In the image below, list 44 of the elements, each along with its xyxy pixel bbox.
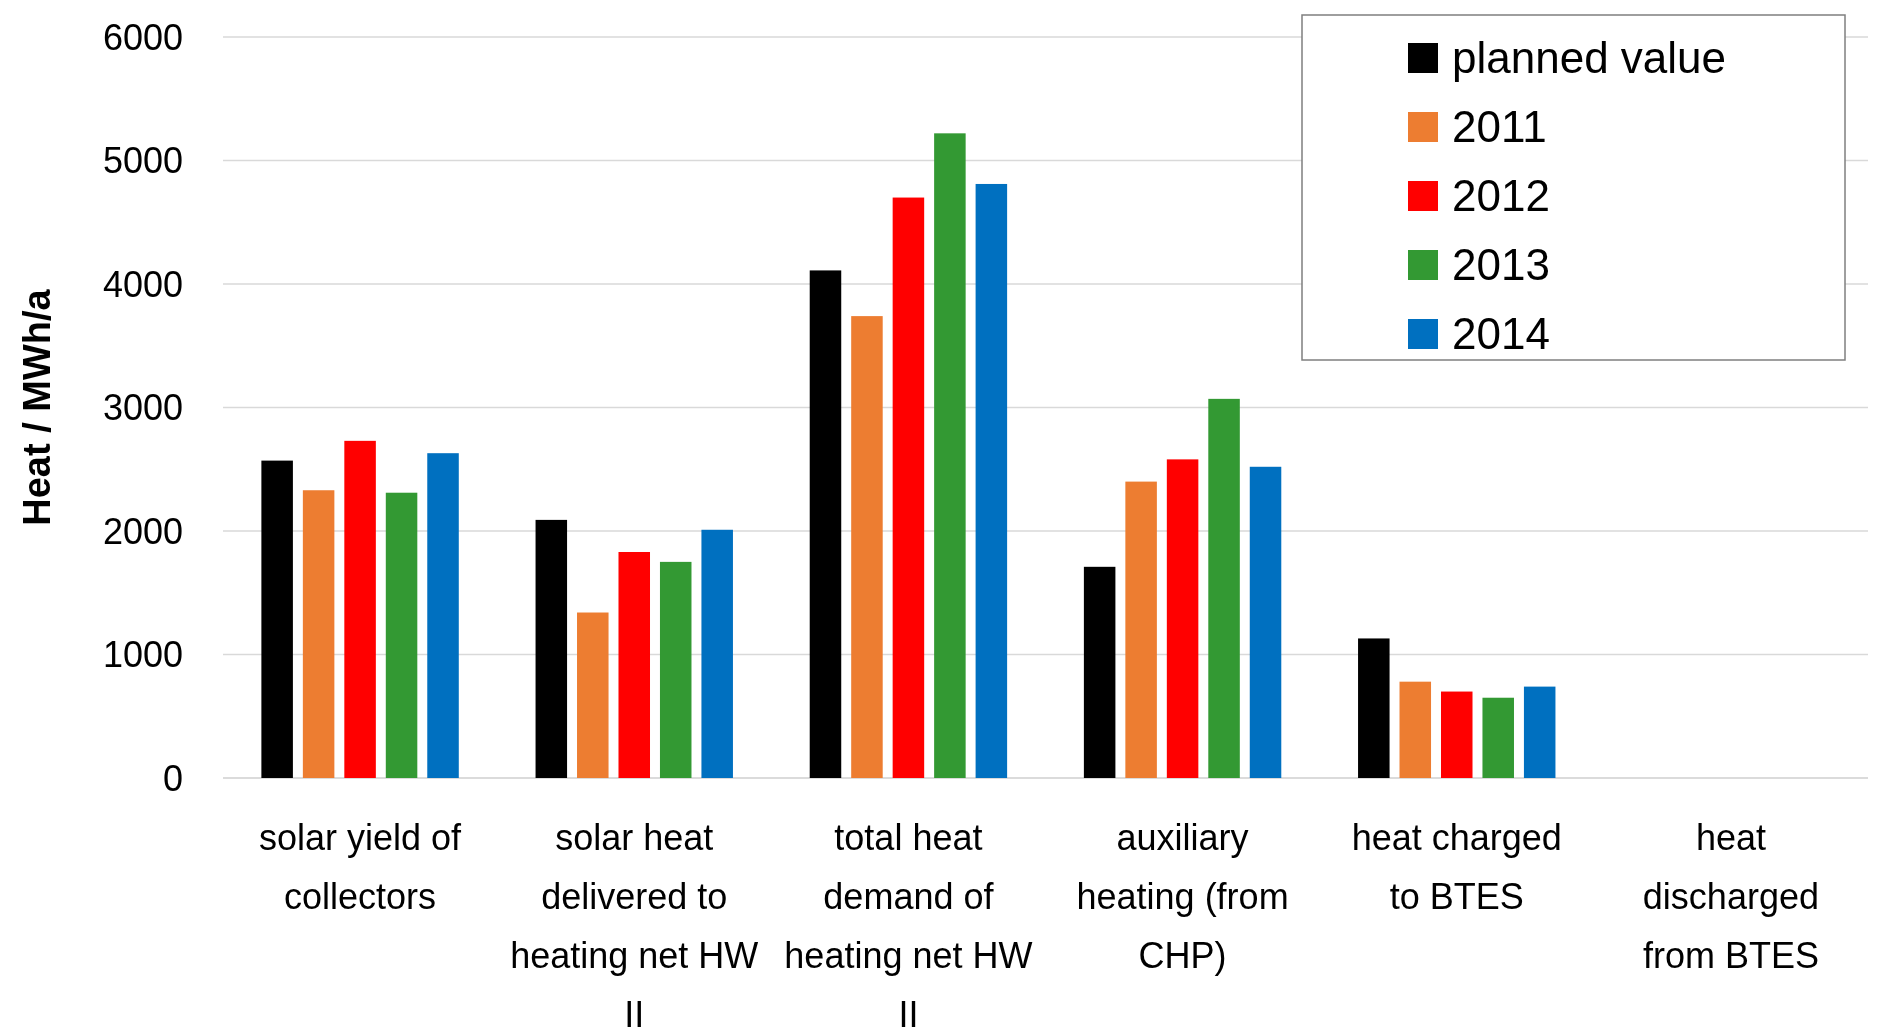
y-tick-label: 2000 xyxy=(102,510,183,552)
legend-label: 2012 xyxy=(1452,171,1550,221)
x-tick-label: auxiliary heating (from CHP) xyxy=(1076,817,1289,976)
bar xyxy=(261,460,293,778)
bar xyxy=(302,490,335,778)
bar xyxy=(535,519,568,778)
x-tick-label: solar heat delivered to heating net HW II xyxy=(510,817,759,1034)
legend-label: 2013 xyxy=(1452,240,1550,290)
y-tick-label: 6000 xyxy=(102,16,183,58)
y-tick-label: 0 xyxy=(162,757,183,799)
bar xyxy=(1358,638,1390,778)
bar xyxy=(427,453,459,778)
legend-label: 2011 xyxy=(1452,102,1547,152)
bar xyxy=(1399,681,1432,778)
bar xyxy=(344,440,376,778)
bar xyxy=(1083,566,1116,778)
y-axis-title: Heat / MWh/a xyxy=(16,288,58,526)
y-tick-label: 5000 xyxy=(102,140,183,182)
bar xyxy=(577,612,609,778)
x-tick-label: solar yield of collectors xyxy=(259,817,463,917)
bar xyxy=(892,197,925,778)
bar xyxy=(934,133,966,778)
bar xyxy=(809,270,842,778)
legend-label: planned value xyxy=(1452,33,1727,83)
y-tick-label: 1000 xyxy=(102,634,183,676)
bar xyxy=(1440,691,1473,778)
x-tick-label: heat charged to BTES xyxy=(1351,817,1562,917)
bar xyxy=(659,561,692,778)
bar xyxy=(1125,481,1157,778)
y-tick-label: 3000 xyxy=(102,387,183,429)
bar xyxy=(1166,459,1199,778)
bar xyxy=(851,316,883,778)
bar xyxy=(618,552,651,778)
bar xyxy=(385,492,418,778)
bar xyxy=(975,183,1008,778)
bar xyxy=(701,529,733,778)
bar xyxy=(1523,686,1556,778)
bar xyxy=(1249,466,1282,778)
bar xyxy=(1482,697,1514,778)
legend-label: 2014 xyxy=(1452,309,1550,359)
x-tick-label: heat discharged from BTES xyxy=(1642,817,1819,976)
x-tick-label: total heat demand of heating net HW II xyxy=(784,817,1033,1034)
y-tick-label: 4000 xyxy=(102,263,183,305)
bar xyxy=(1208,398,1240,778)
